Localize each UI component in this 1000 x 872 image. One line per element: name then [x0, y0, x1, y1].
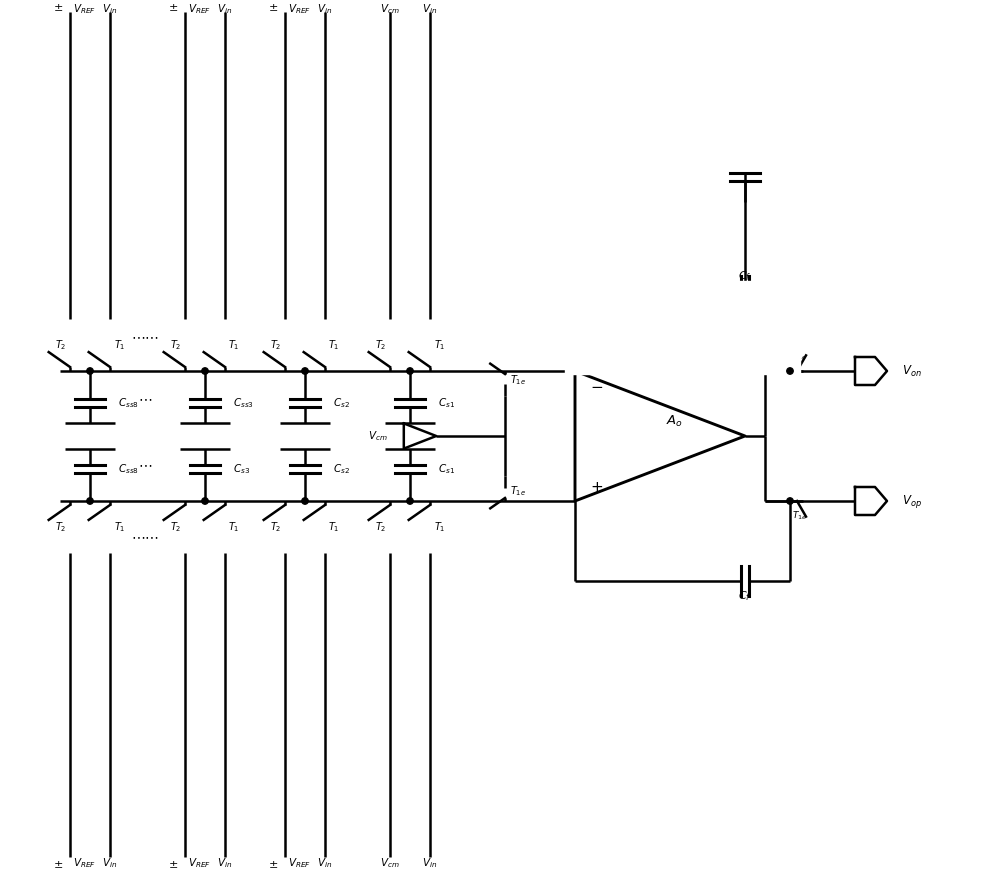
Text: $\pm$: $\pm$	[168, 2, 178, 13]
Text: $C_{s2}$: $C_{s2}$	[333, 462, 350, 476]
Text: $V_{in}$: $V_{in}$	[217, 856, 233, 870]
Text: $\pm$: $\pm$	[53, 859, 63, 870]
Text: $V_{REF}$: $V_{REF}$	[288, 856, 311, 870]
Text: $\pm$: $\pm$	[168, 859, 178, 870]
Text: $\cdots$: $\cdots$	[138, 391, 152, 405]
Text: $T_2$: $T_2$	[270, 520, 282, 534]
Text: $T_2$: $T_2$	[375, 520, 386, 534]
Text: $T_{1e}$: $T_{1e}$	[792, 350, 808, 362]
Text: $T_1$: $T_1$	[434, 520, 445, 534]
Text: $C_{s1}$: $C_{s1}$	[438, 462, 455, 476]
Text: $T_1$: $T_1$	[328, 520, 340, 534]
Circle shape	[87, 368, 93, 374]
Text: $V_{REF}$: $V_{REF}$	[288, 2, 311, 16]
Text: $C_{s3}$: $C_{s3}$	[233, 462, 250, 476]
Text: $V_{REF}$: $V_{REF}$	[188, 2, 211, 16]
Circle shape	[407, 498, 413, 504]
Text: $+$: $+$	[590, 480, 604, 494]
Text: $V_{cm}$: $V_{cm}$	[368, 429, 388, 443]
Text: $T_1$: $T_1$	[114, 520, 125, 534]
Circle shape	[407, 368, 413, 374]
Circle shape	[202, 498, 208, 504]
Circle shape	[302, 368, 308, 374]
Text: $T_1$: $T_1$	[434, 338, 445, 352]
Text: $C_{s1}$: $C_{s1}$	[438, 396, 455, 410]
Text: $T_2$: $T_2$	[170, 520, 182, 534]
Text: $C_{ss8}$: $C_{ss8}$	[118, 396, 139, 410]
Text: $\pm$: $\pm$	[53, 2, 63, 13]
Text: $T_{1e}$: $T_{1e}$	[510, 485, 526, 499]
Text: $V_{cm}$: $V_{cm}$	[380, 856, 400, 870]
Text: $C_{ss8}$: $C_{ss8}$	[118, 462, 139, 476]
Text: $-$: $-$	[590, 378, 604, 392]
Text: $T_2$: $T_2$	[55, 520, 66, 534]
Text: $T_2$: $T_2$	[55, 338, 66, 352]
Text: $T_2$: $T_2$	[270, 338, 282, 352]
Text: $V_{REF}$: $V_{REF}$	[73, 856, 96, 870]
Text: $V_{REF}$: $V_{REF}$	[188, 856, 211, 870]
Text: $C_{s2}$: $C_{s2}$	[333, 396, 350, 410]
Circle shape	[787, 498, 793, 504]
Text: $T_2$: $T_2$	[170, 338, 182, 352]
Text: $\cdots$: $\cdots$	[138, 457, 152, 471]
Text: $A_o$: $A_o$	[666, 413, 684, 428]
Text: $\pm$: $\pm$	[268, 2, 278, 13]
Text: $V_{in}$: $V_{in}$	[102, 2, 118, 16]
Text: $T_2$: $T_2$	[375, 338, 386, 352]
Circle shape	[302, 498, 308, 504]
Text: $\cdots\cdots$: $\cdots\cdots$	[131, 329, 159, 343]
Text: $T_{1e}$: $T_{1e}$	[792, 510, 808, 522]
Circle shape	[202, 368, 208, 374]
Text: $V_{in}$: $V_{in}$	[317, 856, 333, 870]
Text: $V_{on}$: $V_{on}$	[902, 364, 922, 378]
Text: $T_{1e}$: $T_{1e}$	[510, 373, 526, 387]
Text: $V_{in}$: $V_{in}$	[102, 856, 118, 870]
Text: $C_{ss3}$: $C_{ss3}$	[233, 396, 254, 410]
Text: $V_{op}$: $V_{op}$	[902, 493, 922, 509]
Circle shape	[787, 368, 793, 374]
Text: $C_f$: $C_f$	[738, 589, 752, 603]
Text: $T_1$: $T_1$	[328, 338, 340, 352]
Text: $\cdots\cdots$: $\cdots\cdots$	[131, 529, 159, 543]
Text: $T_1$: $T_1$	[228, 520, 240, 534]
Text: $V_{in}$: $V_{in}$	[317, 2, 333, 16]
Text: $V_{cm}$: $V_{cm}$	[380, 2, 400, 16]
Text: $V_{REF}$: $V_{REF}$	[73, 2, 96, 16]
Text: $V_{in}$: $V_{in}$	[422, 856, 438, 870]
Text: $\pm$: $\pm$	[268, 859, 278, 870]
Text: $C_f$: $C_f$	[738, 269, 752, 283]
Polygon shape	[565, 281, 800, 374]
Text: $T_1$: $T_1$	[228, 338, 240, 352]
Text: $T_1$: $T_1$	[114, 338, 125, 352]
Text: $V_{in}$: $V_{in}$	[422, 2, 438, 16]
Text: $V_{in}$: $V_{in}$	[217, 2, 233, 16]
Circle shape	[87, 498, 93, 504]
